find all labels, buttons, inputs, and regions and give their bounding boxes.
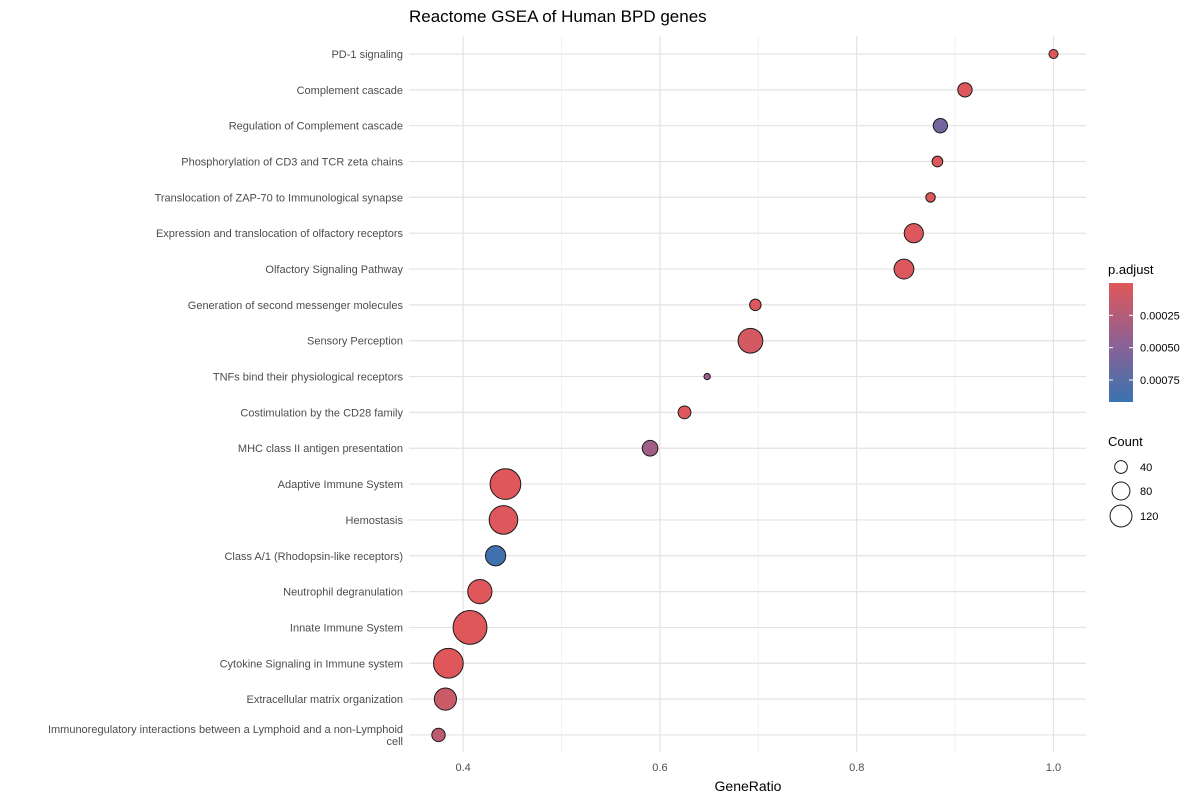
size-legend-label: 120 bbox=[1140, 511, 1158, 523]
data-point bbox=[925, 192, 936, 203]
category-label: Adaptive Immune System bbox=[278, 479, 403, 491]
category-label: Complement cascade bbox=[297, 85, 403, 97]
size-legend-label: 80 bbox=[1140, 486, 1152, 498]
color-legend-title: p.adjust bbox=[1108, 262, 1154, 277]
x-axis-title: GeneRatio bbox=[715, 778, 782, 794]
data-point bbox=[433, 687, 457, 711]
category-label: Generation of second messenger molecules bbox=[188, 300, 404, 312]
category-label: Class A/1 (Rhodopsin-like receptors) bbox=[224, 551, 403, 563]
color-legend-gradient bbox=[1109, 283, 1133, 402]
size-legend-circle bbox=[1109, 504, 1133, 528]
data-point bbox=[641, 439, 659, 457]
color-legend-label: 0.00050 bbox=[1140, 343, 1180, 355]
size-legend-circle bbox=[1111, 481, 1131, 501]
category-label: Immunoregulatory interactions between a … bbox=[48, 724, 403, 748]
category-label: Regulation of Complement cascade bbox=[229, 121, 403, 133]
category-label: PD-1 signaling bbox=[331, 49, 403, 61]
category-labels: PD-1 signaling Complement cascade Regulati… bbox=[48, 49, 404, 748]
data-point bbox=[467, 578, 493, 605]
x-tick-label: 0.8 bbox=[849, 762, 864, 774]
category-label: Expression and translocation of olfactor… bbox=[156, 228, 404, 240]
category-label: Neutrophil degranulation bbox=[283, 587, 403, 599]
category-label: Olfactory Signaling Pathway bbox=[265, 264, 403, 276]
data-point bbox=[431, 727, 446, 743]
size-legend-label: 40 bbox=[1140, 462, 1152, 474]
category-label: Sensory Perception bbox=[307, 336, 403, 348]
data-point bbox=[931, 155, 944, 168]
data-point bbox=[488, 505, 519, 535]
category-label: MHC class II antigen presentation bbox=[238, 443, 403, 455]
size-legend-circle bbox=[1114, 460, 1128, 474]
size-legend: Count 40 80 120 bbox=[1108, 434, 1158, 528]
category-label: Innate Immune System bbox=[290, 622, 403, 634]
data-point bbox=[432, 647, 464, 679]
data-point bbox=[703, 372, 711, 381]
data-point bbox=[677, 405, 692, 420]
data-point bbox=[1048, 48, 1059, 60]
data-point bbox=[489, 468, 522, 500]
data-point bbox=[452, 610, 488, 645]
color-legend-label: 0.00025 bbox=[1140, 310, 1180, 322]
category-label: TNFs bind their physiological receptors bbox=[213, 372, 404, 384]
category-label: Phosphorylation of CD3 and TCR zeta chai… bbox=[181, 157, 403, 169]
category-label: Extracellular matrix organization bbox=[246, 694, 403, 706]
data-points bbox=[431, 48, 1059, 743]
data-point bbox=[749, 298, 762, 312]
x-tick-label: 0.4 bbox=[455, 762, 470, 774]
data-point bbox=[957, 82, 973, 98]
color-legend: p.adjust 0.00025 0.00050 0.00075 bbox=[1108, 262, 1180, 402]
color-legend-label: 0.00075 bbox=[1140, 375, 1180, 387]
x-tick-labels: 0.4 0.6 0.8 1.0 bbox=[455, 762, 1061, 774]
size-legend-title: Count bbox=[1108, 434, 1143, 449]
grid bbox=[409, 36, 1086, 752]
data-point bbox=[932, 118, 949, 134]
category-label: Hemostasis bbox=[346, 515, 404, 527]
category-label: Translocation of ZAP-70 to Immunological… bbox=[155, 192, 403, 204]
chart-title: Reactome GSEA of Human BPD genes bbox=[409, 7, 707, 26]
data-point bbox=[903, 223, 924, 244]
data-point bbox=[893, 258, 915, 280]
data-point bbox=[737, 327, 764, 354]
data-point bbox=[484, 545, 507, 567]
category-label: Costimulation by the CD28 family bbox=[240, 407, 403, 419]
x-tick-label: 1.0 bbox=[1046, 762, 1061, 774]
category-label: Cytokine Signaling in Immune system bbox=[220, 658, 403, 670]
x-tick-label: 0.6 bbox=[652, 762, 667, 774]
